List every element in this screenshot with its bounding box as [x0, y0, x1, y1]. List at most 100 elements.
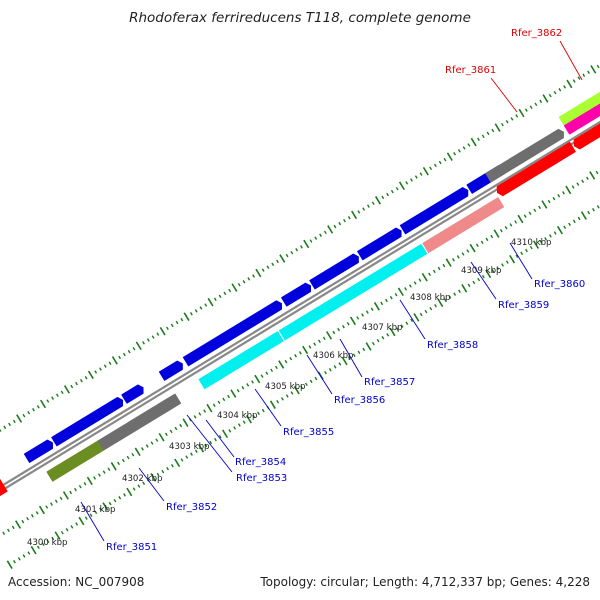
upper-tick-mark [159, 326, 166, 336]
outer-tick-mark [65, 528, 69, 532]
upper-tick-mark [111, 356, 118, 365]
upper-tick-mark [443, 157, 447, 162]
outer-tick-mark [509, 254, 516, 264]
upper-tick-mark [22, 413, 26, 418]
upper-tick-mark [309, 239, 313, 243]
lower-tick-mark [326, 331, 333, 340]
lower-tick-mark [547, 199, 551, 204]
upper-tick-mark [500, 122, 504, 127]
lower-tick-mark [418, 278, 422, 282]
upper-tick-mark [582, 73, 586, 77]
upper-tick-mark [462, 146, 466, 150]
outer-tick-mark [118, 496, 122, 500]
cds-block-cyan [278, 243, 428, 341]
upper-tick-mark [467, 143, 471, 147]
upper-tick-mark [446, 152, 453, 161]
lower-tick-mark [385, 298, 388, 303]
lower-tick-mark [164, 432, 168, 437]
outer-tick-mark [221, 429, 229, 439]
page-title: Rhodoferax ferrireducens T118, complete … [129, 10, 471, 26]
outer-tick-mark [448, 295, 452, 299]
outer-tick-mark [269, 400, 276, 409]
lower-tick-mark [134, 447, 141, 457]
outer-tick-mark [51, 536, 55, 541]
lower-tick-mark [145, 444, 149, 448]
lower-tick-mark [62, 491, 69, 500]
kbp-label: 4301 kbp [75, 505, 116, 515]
lower-tick-mark [97, 473, 101, 477]
lower-tick-mark [322, 336, 326, 341]
upper-tick-mark [381, 195, 385, 200]
lower-tick-mark [493, 229, 500, 238]
upper-tick-mark [295, 248, 299, 252]
upper-tick-mark [386, 192, 389, 197]
lower-tick-mark [509, 223, 513, 227]
outer-tick-mark [458, 289, 461, 293]
outer-tick-mark [126, 487, 133, 497]
outer-tick-mark [27, 551, 31, 555]
lower-tick-mark [394, 292, 398, 297]
lower-tick-mark [206, 403, 213, 413]
outer-tick-mark [472, 280, 476, 285]
upper-tick-mark [0, 428, 2, 432]
gene-label: Rfer_3854 [235, 457, 286, 468]
outer-tick-mark [17, 557, 21, 561]
lower-tick-mark [413, 281, 417, 285]
outer-tick-mark [515, 254, 519, 259]
lower-tick-mark [50, 502, 53, 506]
lower-tick-mark [538, 205, 542, 210]
gene-label-leader [138, 467, 165, 502]
outer-tick-mark [553, 231, 557, 235]
gene-label-leader [186, 414, 233, 473]
gene-label: Rfer_3858 [427, 340, 478, 351]
lower-tick-mark [421, 272, 428, 282]
gene-label: Rfer_3862 [511, 28, 562, 39]
lower-tick-mark [150, 441, 154, 445]
upper-tick-mark [357, 210, 361, 214]
outer-tick-mark [485, 269, 492, 279]
upper-tick-mark [213, 297, 217, 301]
outer-tick-mark [533, 240, 540, 249]
outer-tick-mark [501, 263, 504, 267]
lower-tick-mark [332, 330, 336, 335]
outer-tick-mark [166, 466, 170, 471]
lower-tick-mark [356, 316, 360, 320]
lower-tick-mark [528, 211, 532, 215]
lower-tick-mark [93, 476, 97, 480]
lower-tick-mark [565, 185, 572, 195]
lower-tick-mark [404, 287, 408, 291]
lower-tick-mark [26, 516, 30, 521]
lower-tick-mark [294, 354, 297, 358]
lower-tick-mark [389, 295, 393, 300]
upper-tick-mark [529, 105, 533, 109]
outer-tick-mark [180, 458, 184, 462]
outer-tick-mark [481, 274, 485, 279]
lower-tick-mark [203, 409, 207, 413]
upper-tick-mark [132, 346, 136, 351]
upper-tick-mark [477, 137, 480, 141]
lower-tick-mark [7, 528, 10, 533]
outer-tick-mark [347, 356, 351, 360]
lower-tick-mark [552, 196, 556, 201]
outer-tick-mark [36, 545, 40, 549]
outer-tick-mark [461, 284, 468, 293]
outer-tick-mark [78, 516, 85, 526]
upper-tick-mark [398, 181, 405, 191]
lower-tick-mark [54, 499, 58, 503]
lower-tick-mark [562, 191, 565, 195]
lower-tick-mark [308, 345, 312, 349]
outer-tick-mark [352, 353, 356, 357]
upper-tick-mark [419, 172, 423, 176]
upper-tick-mark [142, 341, 145, 345]
upper-tick-mark [218, 294, 222, 299]
gene-label-leader [306, 354, 333, 395]
lower-tick-mark [86, 476, 93, 486]
lower-tick-mark [571, 185, 575, 189]
outer-tick-mark [261, 408, 265, 413]
upper-tick-mark [252, 274, 256, 278]
outer-tick-mark [304, 382, 308, 387]
outer-tick-mark [113, 498, 117, 503]
outer-tick-mark [563, 225, 567, 229]
kbp-label: 4310 kbp [511, 238, 552, 248]
lower-tick-mark [74, 487, 77, 492]
